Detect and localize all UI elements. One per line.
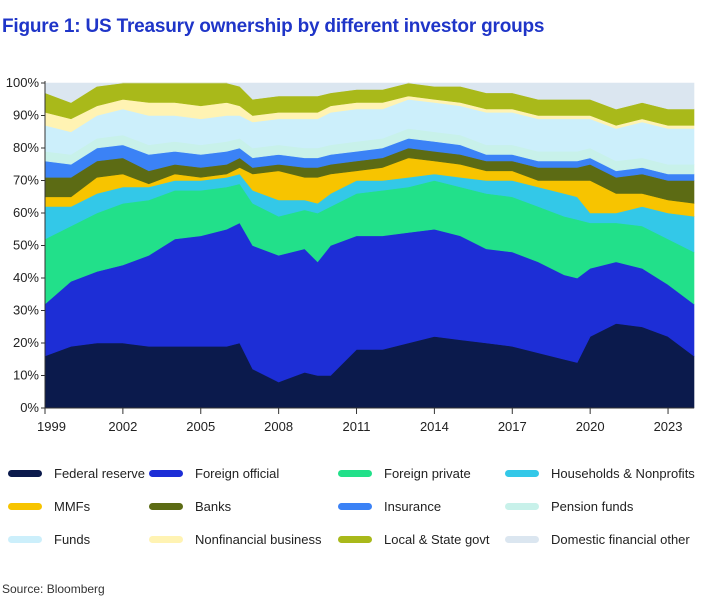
- legend-swatch: [149, 503, 183, 510]
- legend-label: Banks: [195, 499, 232, 514]
- axes: 0% 10% 20% 30% 40% 50% 60% 70% 80% 90% 100% 1999 200…: [6, 75, 694, 434]
- y-tick-label: 100%: [6, 75, 40, 90]
- y-tick-label: 30%: [13, 303, 39, 318]
- legend-label: Pension funds: [551, 499, 634, 514]
- x-tick-label: 2011: [343, 419, 371, 434]
- source-note: Source: Bloomberg: [2, 582, 105, 596]
- legend-swatch: [149, 470, 183, 477]
- legend-label: Federal reserve: [54, 466, 146, 481]
- legend-label: Insurance: [384, 499, 442, 514]
- x-tick-label: 2002: [108, 419, 137, 434]
- x-tick-label: 2017: [498, 419, 527, 434]
- legend-swatch: [338, 536, 372, 543]
- legend-swatch: [505, 503, 539, 510]
- y-tick-label: 90%: [13, 108, 39, 123]
- legend-label: MMFs: [54, 499, 91, 514]
- legend-label: Households & Nonprofits: [551, 466, 695, 481]
- legend-label: Funds: [54, 532, 91, 547]
- legend-label: Nonfinancial business: [195, 532, 322, 547]
- x-tick-label: 2023: [654, 419, 683, 434]
- legend-swatch: [338, 470, 372, 477]
- legend-item: Nonfinancial business: [149, 532, 321, 547]
- y-tick-label: 50%: [13, 238, 39, 253]
- legend-item: Foreign official: [149, 466, 279, 481]
- legend-swatch: [505, 536, 539, 543]
- legend-item: Federal reserve: [8, 466, 145, 481]
- legend-swatch: [338, 503, 372, 510]
- legend-label: Foreign official: [195, 466, 280, 481]
- x-tick-label: 2008: [264, 419, 293, 434]
- legend-item: Pension funds: [505, 499, 633, 514]
- legend-swatch: [505, 470, 539, 477]
- y-tick-label: 20%: [13, 335, 39, 350]
- legend-item: Foreign private: [338, 466, 471, 481]
- y-tick-label: 40%: [13, 270, 39, 285]
- legend-swatch: [8, 503, 42, 510]
- legend-item: Domestic financial other: [505, 532, 690, 547]
- chart-title: Figure 1: US Treasury ownership by diffe…: [2, 16, 545, 37]
- x-tick-label: 2020: [576, 419, 605, 434]
- legend-swatch: [8, 536, 42, 543]
- y-tick-label: 0%: [20, 400, 39, 415]
- legend-label: Domestic financial other: [551, 532, 690, 547]
- y-tick-label: 70%: [13, 173, 39, 188]
- legend-item: Local & State govt: [338, 532, 490, 547]
- y-tick-label: 60%: [13, 205, 39, 220]
- x-tick-label: 2014: [420, 419, 449, 434]
- y-tick-label: 80%: [13, 140, 39, 155]
- legend-label: Local & State govt: [384, 532, 490, 547]
- x-tick-label: 1999: [37, 419, 66, 434]
- series-areas: [44, 82, 695, 409]
- y-tick-label: 10%: [13, 368, 39, 383]
- legend-label: Foreign private: [384, 466, 471, 481]
- x-tick-label: 2005: [186, 419, 215, 434]
- area-domestic-financial-other: [44, 82, 695, 110]
- legend-swatch: [149, 536, 183, 543]
- legend-swatch: [8, 470, 42, 477]
- legend-item: Banks: [149, 499, 231, 514]
- legend-item: Funds: [8, 532, 90, 547]
- legend-item: Households & Nonprofits: [505, 466, 695, 481]
- legend-item: MMFs: [8, 499, 90, 514]
- legend-item: Insurance: [338, 499, 441, 514]
